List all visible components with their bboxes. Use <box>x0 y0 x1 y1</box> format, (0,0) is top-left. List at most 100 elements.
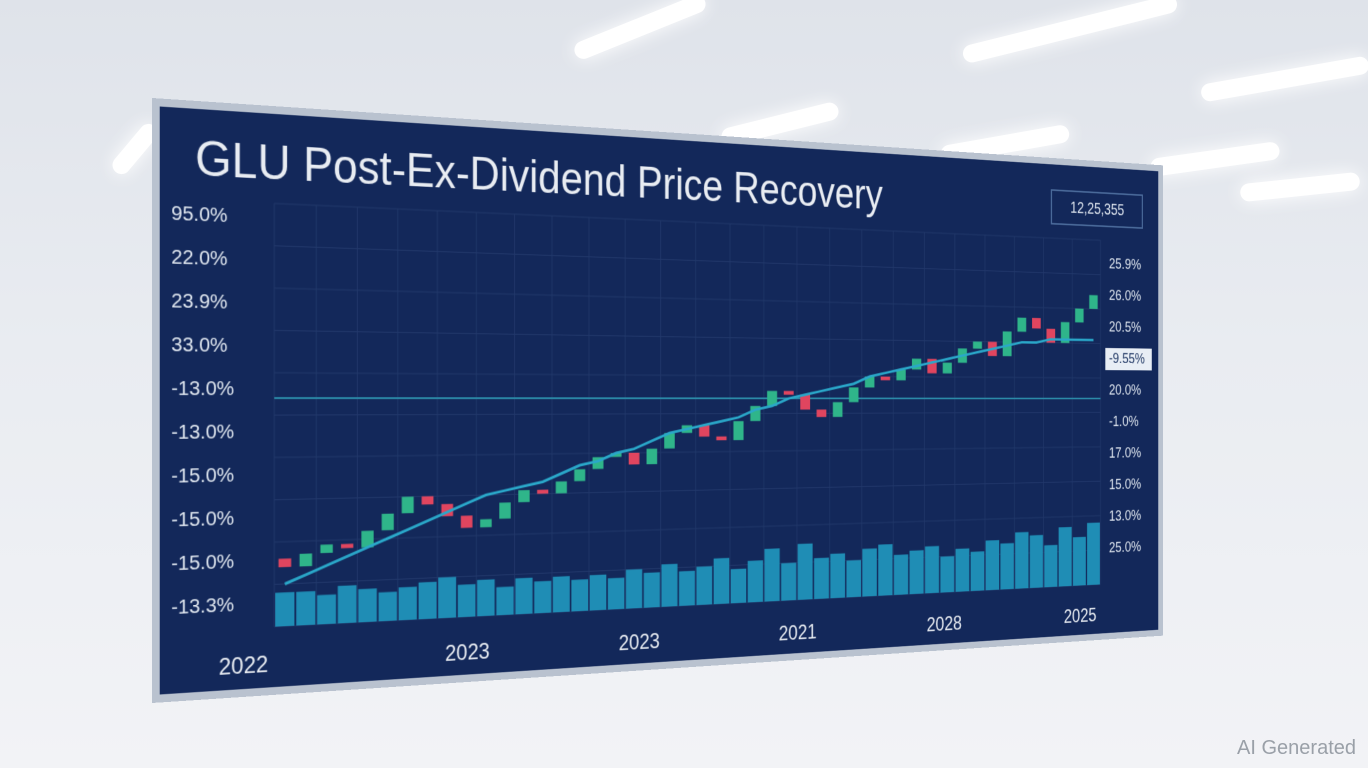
candle <box>461 516 473 528</box>
volume-bar <box>1015 532 1028 589</box>
left-axis-label: -15.0% <box>171 506 234 531</box>
candle <box>341 544 353 549</box>
volume-bar <box>925 546 939 593</box>
volume-bar <box>986 540 1000 590</box>
left-axis-label: -13.0% <box>171 420 234 444</box>
left-axis-label: 22.0% <box>171 245 227 270</box>
ceiling-light <box>572 0 709 62</box>
volume-bar <box>590 575 607 611</box>
volume-bar <box>626 569 642 609</box>
candle <box>1089 295 1097 309</box>
volume-bar <box>458 584 476 617</box>
right-axis-label: -1.0% <box>1109 412 1139 429</box>
right-axis-label: 25.9% <box>1109 255 1141 273</box>
candle <box>422 496 434 504</box>
volume-bar <box>515 578 532 615</box>
volume-bar <box>338 585 357 623</box>
volume-bar <box>714 558 730 604</box>
volume-bar <box>571 579 588 611</box>
volume-bar <box>764 548 779 601</box>
candle <box>733 421 743 440</box>
candle <box>499 502 510 518</box>
volume-bar <box>1044 545 1057 587</box>
volume-bar <box>910 550 924 594</box>
volume-bar <box>781 563 796 601</box>
volume-bar <box>1087 523 1100 586</box>
volume-bar <box>399 587 417 621</box>
volume-bar <box>296 591 315 626</box>
candle <box>480 519 492 527</box>
right-axis-label: 25.0% <box>1109 538 1141 556</box>
x-axis-label: 2028 <box>927 613 962 637</box>
candle <box>849 387 859 402</box>
ceiling-light <box>1200 55 1368 102</box>
candle <box>833 402 843 417</box>
candle <box>647 449 658 465</box>
volume-bar <box>608 578 624 610</box>
volume-bar <box>419 582 437 620</box>
volume-bar <box>438 577 456 619</box>
candle <box>556 481 567 493</box>
volume-bar <box>1030 535 1043 588</box>
left-axis-label: 33.0% <box>171 333 227 357</box>
badge: 12,25,355 <box>1070 199 1124 220</box>
candle <box>537 490 548 494</box>
volume-bar <box>971 551 985 591</box>
candle <box>784 391 794 395</box>
ceiling-light <box>1239 172 1360 202</box>
volume-bar <box>748 560 763 602</box>
volume-bar <box>534 581 551 614</box>
candle <box>402 497 414 514</box>
volume-bar <box>846 560 861 597</box>
ceiling-light <box>1149 141 1280 177</box>
volume-bar <box>1000 543 1013 590</box>
watermark: AI Generated <box>1237 737 1356 760</box>
volume-bar <box>1073 537 1086 586</box>
candle <box>716 436 726 440</box>
volume-bar <box>956 548 970 592</box>
candle <box>320 544 332 553</box>
candle <box>1032 318 1041 329</box>
right-axis-label: -9.55% <box>1109 349 1145 366</box>
chart: GLU Post-Ex-Dividend Price Recovery 12,2… <box>152 98 1163 703</box>
volume-bar <box>798 543 813 600</box>
volume-bar <box>275 592 294 627</box>
x-axis-label: 2022 <box>219 652 269 681</box>
candle <box>518 490 529 502</box>
volume-bar <box>940 556 954 593</box>
volume-bar <box>830 553 845 598</box>
volume-bar <box>379 592 397 622</box>
candle <box>279 558 292 567</box>
x-axis-label: 2023 <box>619 630 660 656</box>
candle <box>817 410 827 417</box>
volume-bar <box>894 554 908 595</box>
x-axis-label: 2021 <box>779 621 817 646</box>
volume-bar <box>661 564 677 607</box>
candle <box>629 453 640 465</box>
left-axis-label: -15.0% <box>171 463 234 487</box>
right-axis-label: 17.0% <box>1109 444 1141 461</box>
volume-bar <box>696 566 712 605</box>
left-axis-label: -13.0% <box>171 376 234 399</box>
display: GLU Post-Ex-Dividend Price Recovery 12,2… <box>152 98 1163 703</box>
volume-bar <box>679 571 695 606</box>
right-axis-label: 20.0% <box>1109 381 1141 398</box>
volume-bar <box>644 572 660 608</box>
volume-bar <box>358 588 377 622</box>
right-axis-label: 13.0% <box>1109 506 1141 524</box>
candle <box>1075 308 1083 322</box>
x-axis-label: 2023 <box>445 640 490 667</box>
right-axis-label: 15.0% <box>1109 475 1141 493</box>
scene: GLU Post-Ex-Dividend Price Recovery 12,2… <box>0 0 1368 768</box>
volume-bar <box>496 586 513 615</box>
ceiling-light <box>961 0 1179 64</box>
candle <box>382 514 394 531</box>
right-axis-label: 20.5% <box>1109 318 1141 335</box>
volume-bar <box>731 569 746 604</box>
volume-bar <box>553 576 570 612</box>
candle <box>1017 318 1026 332</box>
right-axis-label: 26.0% <box>1109 286 1141 304</box>
candle <box>800 395 810 410</box>
volume-bar <box>1059 527 1072 587</box>
candle <box>300 553 313 566</box>
